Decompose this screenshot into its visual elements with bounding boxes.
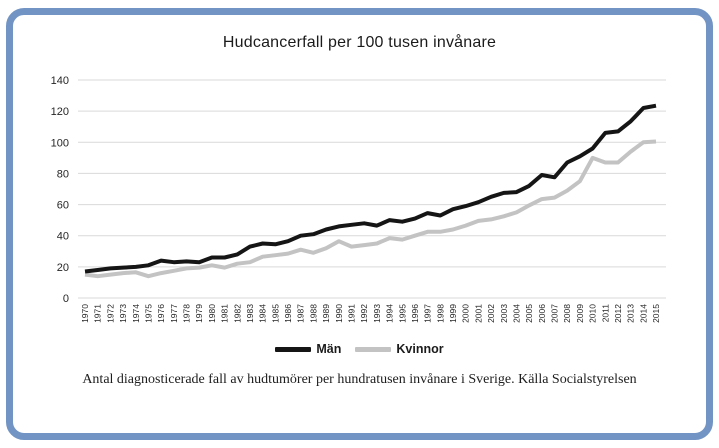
legend-label-men: Män xyxy=(316,342,342,356)
x-tick-label: 2005 xyxy=(524,304,534,323)
y-tick-label: 60 xyxy=(57,200,69,212)
x-tick-label: 1980 xyxy=(207,304,217,323)
x-tick-label: 2002 xyxy=(486,304,496,323)
x-tick-label: 1988 xyxy=(308,304,318,323)
caption: Antal diagnosticerade fall av hudtumörer… xyxy=(82,372,637,387)
legend-label-women: Kvinnor xyxy=(396,342,444,356)
legend: Män Kvinnor xyxy=(0,340,719,358)
x-tick-label: 2007 xyxy=(550,304,560,323)
x-tick-label: 2014 xyxy=(638,304,648,323)
x-tick-label: 2011 xyxy=(600,304,610,323)
legend-item-men: Män xyxy=(275,342,341,356)
series-line-män xyxy=(84,103,657,274)
x-tick-label: 1997 xyxy=(423,304,433,323)
x-tick-label: 1977 xyxy=(169,304,179,323)
x-tick-label: 1990 xyxy=(334,304,344,323)
x-tick-label: 1978 xyxy=(182,304,192,323)
x-tick-label: 1999 xyxy=(448,304,458,323)
x-tick-label: 2008 xyxy=(562,304,572,323)
x-tick-label: 1974 xyxy=(131,304,141,323)
x-tick-label: 2003 xyxy=(499,304,509,323)
x-tick-label: 1993 xyxy=(372,304,382,323)
x-tick-label: 2001 xyxy=(473,304,483,323)
x-tick-label: 1989 xyxy=(321,304,331,323)
x-tick-label: 1996 xyxy=(410,304,420,323)
x-tick-label: 1982 xyxy=(232,304,242,323)
y-tick-label: 0 xyxy=(63,293,69,305)
x-tick-label: 1971 xyxy=(93,304,103,323)
x-tick-label: 2015 xyxy=(651,304,661,323)
x-tick-label: 1994 xyxy=(385,304,395,323)
y-tick-label: 40 xyxy=(57,231,69,243)
y-tick-label: 120 xyxy=(51,106,69,118)
x-tick-label: 2004 xyxy=(511,304,521,323)
x-tick-label: 2006 xyxy=(537,304,547,323)
x-tick-label: 1979 xyxy=(194,304,204,323)
x-tick-label: 2010 xyxy=(588,304,598,323)
x-tick-label: 1970 xyxy=(80,304,90,323)
women-line-swatch xyxy=(355,346,392,352)
series-line-kvinnor xyxy=(84,139,657,279)
y-tick-label: 20 xyxy=(57,262,69,274)
x-tick-label: 1998 xyxy=(435,304,445,323)
x-tick-label: 1984 xyxy=(258,304,268,323)
chart-title: Hudcancerfall per 100 tusen invånare xyxy=(222,34,497,51)
x-tick-label: 1991 xyxy=(346,304,356,323)
y-tick-label: 80 xyxy=(57,168,69,180)
x-tick-label: 1972 xyxy=(105,304,115,323)
x-tick-label: 1995 xyxy=(397,304,407,323)
x-tick-label: 1976 xyxy=(156,304,166,323)
x-tick-label: 2013 xyxy=(626,304,636,323)
x-tick-label: 1973 xyxy=(118,304,128,323)
x-tick-label: 1983 xyxy=(245,304,255,323)
x-tick-label: 1992 xyxy=(359,304,369,323)
x-tick-label: 1986 xyxy=(283,304,293,323)
x-tick-label: 2009 xyxy=(575,304,585,323)
men-line-swatch xyxy=(275,346,312,352)
legend-item-women: Kvinnor xyxy=(355,342,444,356)
y-tick-label: 140 xyxy=(51,75,69,87)
x-tick-label: 1987 xyxy=(296,304,306,323)
y-tick-label: 100 xyxy=(51,137,69,149)
x-tick-label: 2000 xyxy=(461,304,471,323)
x-tick-label: 1985 xyxy=(270,304,280,323)
x-tick-label: 1975 xyxy=(143,304,153,323)
x-tick-label: 1981 xyxy=(220,304,230,323)
x-tick-label: 2012 xyxy=(613,304,623,323)
